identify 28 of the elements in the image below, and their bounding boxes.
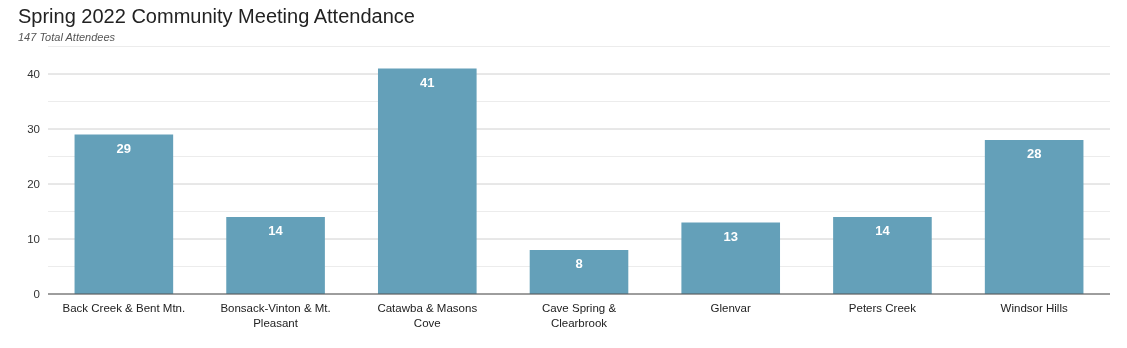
- data-label: 29: [116, 140, 132, 156]
- x-tick-label: Windsor Hills: [1000, 302, 1068, 314]
- data-label: 41: [420, 74, 435, 90]
- y-tick-label: 10: [27, 233, 40, 245]
- chart-subtitle: 147 Total Attendees: [18, 31, 116, 43]
- x-tick-label: Bonsack-Vinton & Mt. Pleasant: [220, 302, 331, 329]
- data-label: 13: [723, 228, 738, 244]
- chart-title: Spring 2022 Community Meeting Attendance: [18, 5, 415, 27]
- data-label: 14: [268, 223, 284, 238]
- bar: [74, 134, 174, 294]
- y-tick-label: 40: [27, 68, 40, 80]
- bar: [226, 217, 325, 294]
- x-tick-label: Cave Spring & Clearbrook: [541, 302, 617, 329]
- data-label: 8: [575, 256, 583, 271]
- y-tick-label: 0: [33, 288, 40, 300]
- bar: [833, 217, 932, 294]
- bar: [529, 250, 629, 294]
- data-label: 28: [1026, 146, 1042, 161]
- bar: [377, 68, 477, 294]
- bar: [681, 222, 781, 294]
- x-tick-label: Back Creek & Bent Mtn.: [62, 302, 186, 314]
- y-tick-label: 30: [27, 123, 40, 135]
- x-tick-label: Peters Creek: [848, 302, 917, 314]
- x-tick-label: Catawba & Masons Cove: [377, 302, 478, 329]
- x-tick-label: Glenvar: [710, 302, 752, 314]
- bar: [984, 140, 1084, 294]
- data-label: 14: [875, 223, 891, 238]
- y-tick-label: 20: [27, 178, 40, 190]
